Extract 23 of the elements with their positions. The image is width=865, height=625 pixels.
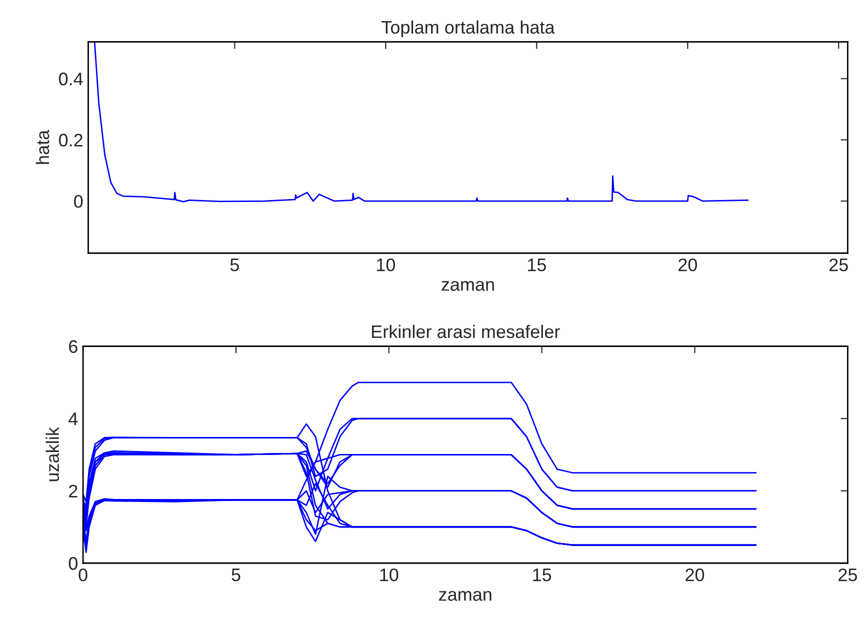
y-axis-title: uzaklik	[46, 427, 60, 482]
x-tick-label: 15	[528, 258, 546, 272]
y-tick-label: 6	[69, 340, 78, 353]
x-axis-title: zaman	[439, 590, 492, 601]
x-tick-label: 20	[678, 258, 697, 272]
x-tick-label: 5	[230, 258, 239, 272]
y-tick-label: 0.4	[58, 72, 83, 86]
y-tick-label: 2	[69, 484, 78, 498]
x-tick-label: 25	[830, 258, 848, 272]
y-tick-label: 0	[68, 557, 78, 570]
x-tick-label: 5	[232, 568, 240, 582]
chart-title: Erkinler arasi mesafeler	[372, 324, 560, 338]
x-tick-label: 10	[380, 568, 398, 582]
x-tick-label: 20	[686, 568, 704, 582]
chart-title: Toplam ortalama hata	[382, 20, 555, 38]
x-tick-label: 25	[838, 568, 857, 582]
y-tick-label: 0	[74, 195, 83, 208]
y-tick-label: 0.2	[58, 134, 82, 147]
y-tick-label: 4	[68, 412, 78, 426]
y-axis-title: hata	[36, 130, 50, 164]
x-axis-title: zaman	[442, 280, 494, 291]
x-tick-label: 10	[377, 258, 396, 272]
x-tick-label: 15	[533, 568, 552, 582]
